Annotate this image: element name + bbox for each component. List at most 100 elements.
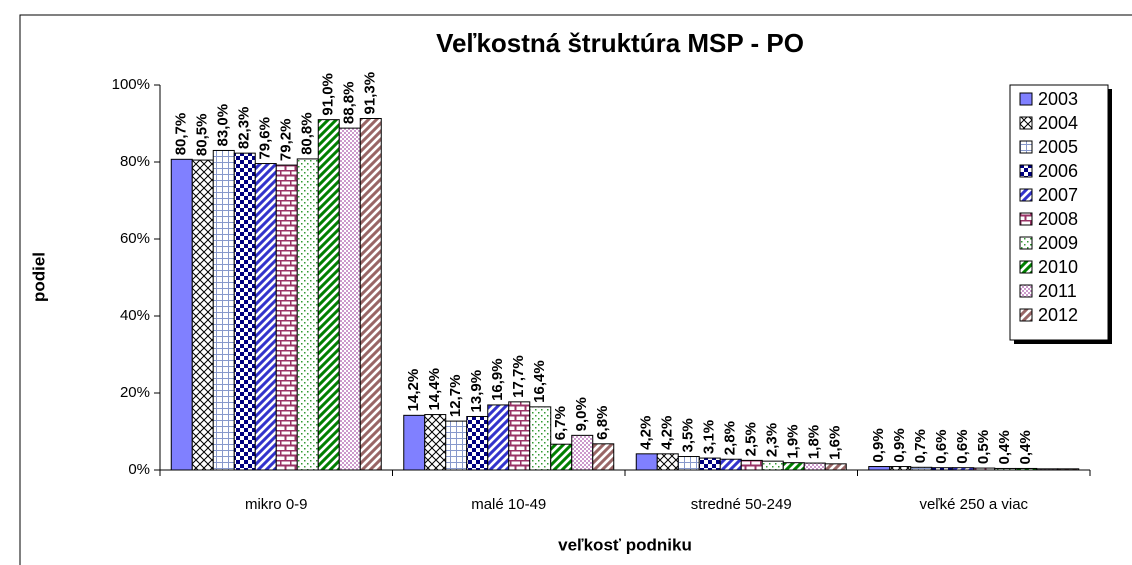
chart-title: Veľkostná štruktúra MSP - PO — [436, 28, 804, 58]
bar — [656, 453, 679, 471]
bar — [508, 401, 531, 471]
legend-swatch — [1019, 116, 1033, 130]
value-label: 12,7% — [447, 375, 464, 418]
legend-swatch — [1019, 308, 1033, 322]
value-label: 14,4% — [426, 368, 443, 411]
value-label: 16,4% — [531, 360, 548, 403]
y-axis-label: podiel — [29, 252, 48, 302]
legend-label: 2004 — [1038, 113, 1078, 133]
value-label: 1,6% — [827, 426, 844, 460]
bar — [170, 158, 193, 471]
value-label: 83,0% — [215, 104, 232, 147]
value-label: 80,5% — [194, 114, 211, 157]
legend-label: 2005 — [1038, 137, 1078, 157]
value-label: 2,8% — [722, 421, 739, 455]
bar — [740, 459, 763, 471]
legend-swatch — [1019, 212, 1033, 226]
bar — [359, 117, 382, 471]
bar — [445, 420, 468, 471]
bar — [338, 127, 361, 471]
y-tick-label: 60% — [120, 230, 150, 247]
value-label: 91,3% — [362, 72, 379, 115]
y-tick-label: 100% — [112, 76, 150, 93]
value-label: 2,3% — [764, 423, 781, 457]
bar — [889, 466, 912, 471]
legend-label: 2003 — [1038, 89, 1078, 109]
value-label: 9,0% — [573, 397, 590, 431]
bar — [719, 458, 742, 471]
value-label: 2,5% — [743, 422, 760, 456]
bar — [403, 414, 426, 471]
x-tick-label: veľké 250 a viac — [919, 496, 1028, 513]
value-label: 6,7% — [552, 406, 569, 440]
bar — [212, 149, 235, 471]
bar — [296, 158, 319, 471]
value-label: 82,3% — [236, 107, 253, 150]
legend-label: 2009 — [1038, 233, 1078, 253]
value-label: 80,7% — [173, 113, 190, 156]
value-label: 91,0% — [320, 73, 337, 116]
value-label: 0,4% — [1017, 430, 1034, 464]
legend-label: 2011 — [1038, 281, 1077, 301]
legend-label: 2008 — [1038, 209, 1078, 229]
bar — [1015, 467, 1038, 471]
value-label: 0,9% — [891, 428, 908, 462]
bar — [952, 467, 975, 471]
chart-border — [19, 14, 1132, 565]
bar — [233, 152, 256, 471]
legend-swatch — [1019, 260, 1033, 274]
bar — [973, 467, 996, 471]
value-label: 79,2% — [278, 119, 295, 162]
y-tick-label: 80% — [120, 153, 150, 170]
bar — [191, 159, 214, 471]
bar — [1036, 468, 1059, 471]
bar — [424, 414, 447, 471]
y-tick-label: 0% — [128, 461, 150, 478]
legend-swatch — [1019, 284, 1033, 298]
bar — [275, 164, 298, 471]
legend-label: 2007 — [1038, 185, 1078, 205]
bar — [931, 467, 954, 471]
value-label: 4,2% — [638, 416, 655, 450]
value-label: 80,8% — [299, 112, 316, 155]
legend-label: 2006 — [1038, 161, 1078, 181]
bar — [698, 457, 721, 471]
bar — [1057, 468, 1080, 471]
bar — [254, 163, 277, 471]
bar — [317, 119, 340, 471]
bar — [635, 453, 658, 471]
value-label: 0,5% — [975, 430, 992, 464]
bar — [677, 456, 700, 471]
value-label: 13,9% — [468, 370, 485, 413]
legend-label: 2012 — [1038, 305, 1078, 325]
legend-swatch — [1019, 140, 1033, 154]
value-label: 3,5% — [680, 418, 697, 452]
value-label: 14,2% — [405, 369, 422, 412]
bar — [571, 434, 594, 471]
x-tick-label: malé 10-49 — [471, 496, 546, 513]
bar — [550, 443, 573, 471]
value-label: 0,9% — [870, 428, 887, 462]
x-tick-label: mikro 0-9 — [245, 496, 308, 513]
value-label: 6,8% — [594, 406, 611, 440]
value-label: 1,9% — [785, 424, 802, 458]
value-label: 0,6% — [933, 429, 950, 463]
value-label: 79,6% — [257, 117, 274, 160]
legend-swatch — [1019, 92, 1033, 106]
bar — [803, 462, 826, 471]
bar — [824, 463, 847, 471]
bar — [466, 415, 489, 471]
x-tick-label: stredné 50-249 — [691, 496, 792, 513]
legend-label: 2010 — [1038, 257, 1078, 277]
value-label: 0,7% — [912, 429, 929, 463]
value-label: 0,6% — [954, 429, 971, 463]
bar — [761, 460, 784, 471]
legend-swatch — [1019, 236, 1033, 250]
value-label: 88,8% — [341, 82, 358, 125]
value-label: 4,2% — [659, 416, 676, 450]
value-label: 0,4% — [996, 430, 1013, 464]
bar — [782, 462, 805, 471]
bar — [868, 466, 891, 471]
y-tick-label: 20% — [120, 384, 150, 401]
